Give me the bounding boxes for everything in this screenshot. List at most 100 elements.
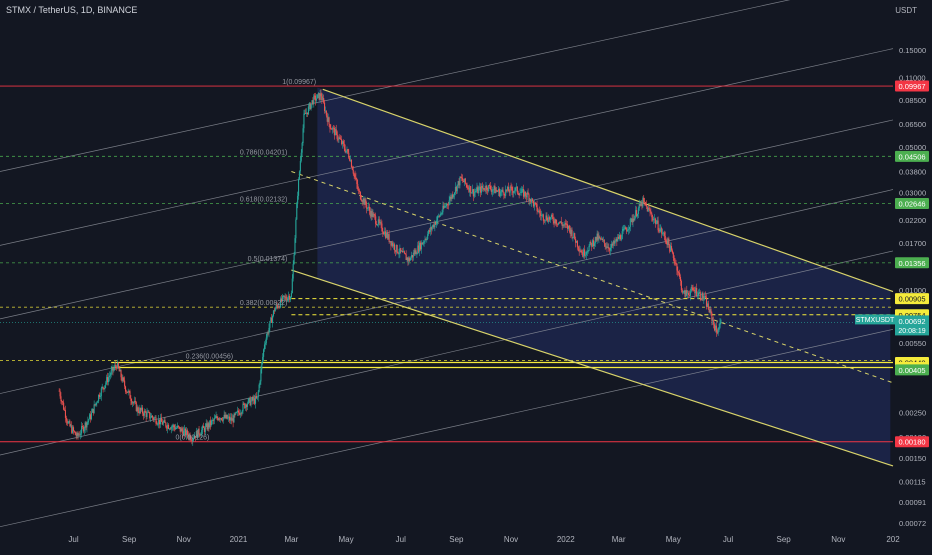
candle-body xyxy=(225,414,227,418)
candle xyxy=(232,415,234,428)
candle xyxy=(194,435,197,442)
candle xyxy=(716,328,718,335)
candle xyxy=(205,419,207,428)
candle-body xyxy=(522,189,524,190)
candle xyxy=(595,236,597,242)
candle xyxy=(73,430,75,433)
candle xyxy=(410,256,412,261)
candle xyxy=(491,186,493,197)
candle xyxy=(688,290,690,299)
candle xyxy=(193,434,195,442)
candle xyxy=(250,397,252,408)
candle xyxy=(551,212,553,220)
candle xyxy=(347,148,349,155)
candle-body xyxy=(273,310,275,312)
candle xyxy=(570,227,572,237)
candle xyxy=(409,256,411,262)
candle xyxy=(324,99,326,114)
candle xyxy=(304,109,306,115)
price-tick-label: 0.03000 xyxy=(899,188,926,197)
candle-body xyxy=(387,234,389,239)
candle-body xyxy=(482,188,484,189)
candle-body xyxy=(531,198,533,203)
candle xyxy=(198,426,200,438)
candle-body xyxy=(669,245,671,252)
price-tick-label: 0.03800 xyxy=(899,167,926,176)
candle-body xyxy=(512,190,514,194)
candle-body xyxy=(233,413,235,423)
price-level-badge: 0.01356 xyxy=(895,257,929,269)
candle-body xyxy=(59,390,61,397)
candle xyxy=(85,420,87,431)
candle xyxy=(684,287,686,298)
candle xyxy=(299,156,301,175)
candle xyxy=(147,409,149,413)
candle-body xyxy=(292,264,294,279)
candle xyxy=(131,398,133,405)
candle-body xyxy=(647,208,649,212)
candle-body xyxy=(297,195,299,204)
candle-body xyxy=(352,169,354,174)
candle-body xyxy=(249,397,251,406)
candle xyxy=(297,191,299,209)
candle xyxy=(336,130,338,142)
candle xyxy=(534,201,536,206)
candle xyxy=(350,159,353,168)
candle-body xyxy=(200,434,202,436)
candle-body xyxy=(529,199,531,202)
candle xyxy=(209,420,211,429)
candle xyxy=(591,242,593,251)
candle-body xyxy=(178,426,180,428)
candle xyxy=(558,222,560,226)
candle xyxy=(637,206,639,218)
candle xyxy=(202,422,205,428)
candle-body xyxy=(324,102,326,111)
candle xyxy=(670,242,672,253)
candle-body xyxy=(168,428,171,430)
candle xyxy=(101,383,103,390)
candle xyxy=(128,390,130,394)
candle xyxy=(333,125,335,140)
candle xyxy=(271,313,273,323)
candle-body xyxy=(671,250,673,253)
candle-body xyxy=(527,192,529,195)
channel-lower-line xyxy=(291,269,894,467)
candle xyxy=(64,405,67,423)
candle xyxy=(181,426,183,434)
candle xyxy=(507,182,509,192)
candle-body xyxy=(189,434,191,440)
candle-body xyxy=(528,194,530,202)
candle xyxy=(703,295,705,304)
price-badge-text: 0.00180 xyxy=(898,438,925,447)
candle xyxy=(74,431,76,436)
candle xyxy=(236,411,238,413)
candle xyxy=(691,285,693,291)
candle xyxy=(623,224,625,232)
candle-body xyxy=(350,159,353,168)
candle-body xyxy=(254,398,256,404)
candle-body xyxy=(455,186,457,192)
candle-body xyxy=(692,287,694,291)
candle-body xyxy=(308,103,310,107)
candle xyxy=(494,183,496,194)
candle xyxy=(683,289,685,295)
candle-body xyxy=(78,434,80,436)
candle xyxy=(390,241,392,251)
candle-body xyxy=(477,187,479,194)
candle-body xyxy=(90,412,93,420)
candle-body xyxy=(569,228,571,234)
candle-body xyxy=(90,414,92,420)
candle xyxy=(413,248,415,257)
candle-body xyxy=(405,254,407,260)
candle xyxy=(663,230,665,241)
candle xyxy=(144,409,146,413)
candle xyxy=(662,228,664,236)
candle xyxy=(186,428,188,439)
candle xyxy=(428,229,430,236)
candle xyxy=(406,256,408,263)
candle xyxy=(696,283,698,298)
candle-body xyxy=(101,386,103,389)
price-badge-text: 0.00905 xyxy=(898,295,925,304)
